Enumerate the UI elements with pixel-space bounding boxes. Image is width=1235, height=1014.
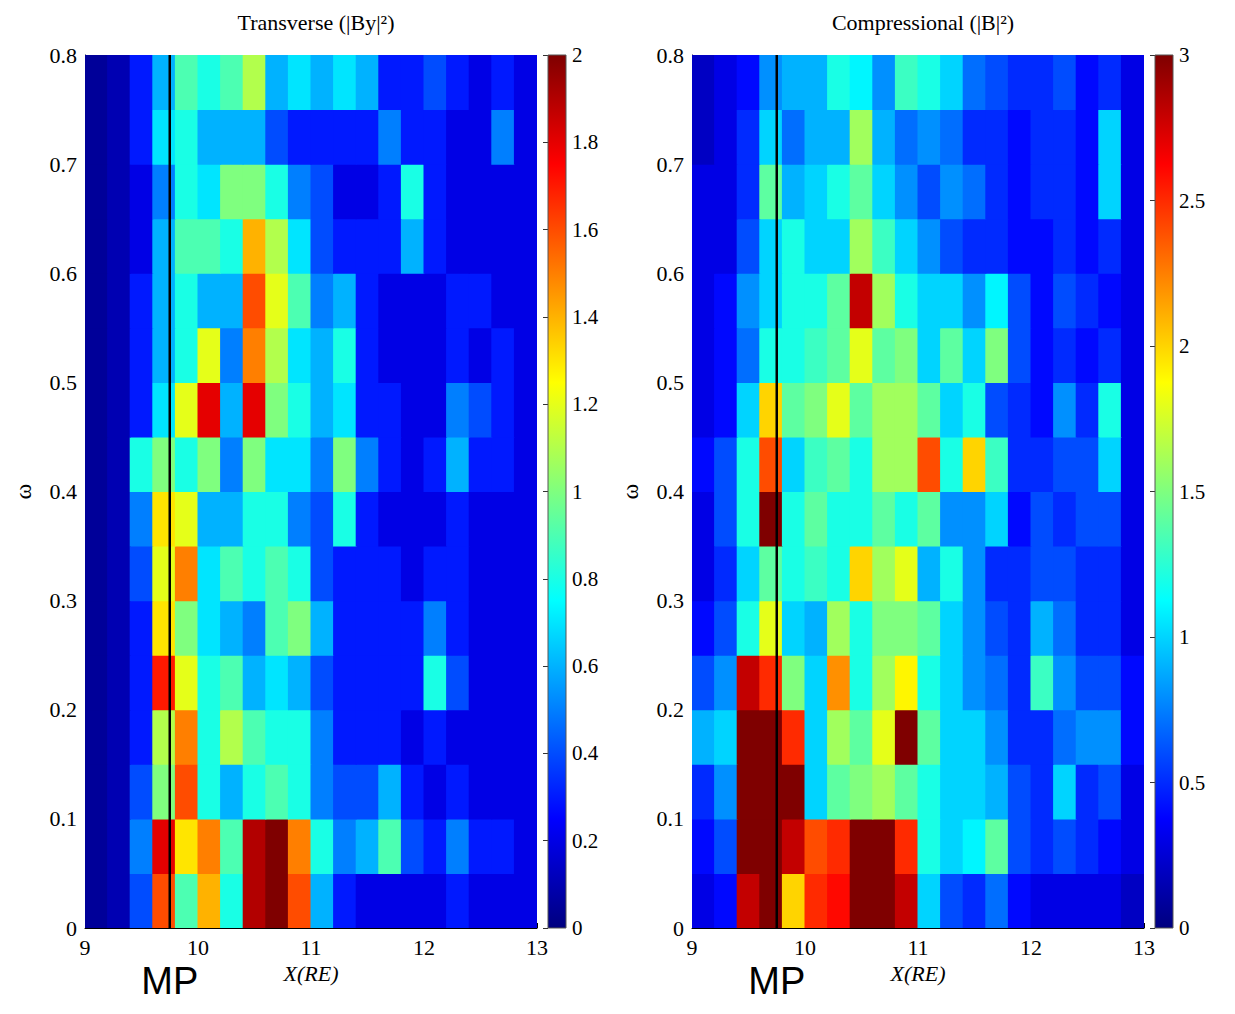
svg-text:0.6: 0.6 [50,261,78,286]
svg-text:0.7: 0.7 [657,152,685,177]
svg-text:ω: ω [10,484,36,500]
svg-text:Transverse (|By|²): Transverse (|By|²) [238,10,395,35]
svg-text:12: 12 [413,935,435,960]
svg-text:11: 11 [907,935,928,960]
svg-text:13: 13 [526,935,548,960]
svg-text:0.3: 0.3 [50,588,78,613]
svg-text:0.1: 0.1 [50,806,78,831]
svg-text:0: 0 [1179,916,1190,940]
svg-text:0.2: 0.2 [572,829,598,853]
svg-text:12: 12 [1020,935,1042,960]
svg-text:10: 10 [794,935,816,960]
svg-text:MP: MP [748,960,805,1002]
svg-text:0.5: 0.5 [657,370,685,395]
svg-text:1.2: 1.2 [572,392,598,416]
svg-text:0.3: 0.3 [657,588,685,613]
svg-text:0: 0 [66,916,77,941]
svg-text:X(RE): X(RE) [283,961,339,986]
svg-text:1: 1 [1179,625,1190,649]
svg-text:9: 9 [687,935,698,960]
svg-text:0.2: 0.2 [50,697,78,722]
svg-text:MP: MP [141,960,198,1002]
svg-text:Compressional (|B|²): Compressional (|B|²) [832,10,1014,35]
svg-text:2.5: 2.5 [1179,189,1205,213]
svg-text:0.5: 0.5 [50,370,78,395]
svg-text:0.5: 0.5 [1179,771,1205,795]
svg-text:10: 10 [187,935,209,960]
svg-text:1.5: 1.5 [1179,480,1205,504]
svg-text:0.7: 0.7 [50,152,78,177]
svg-text:0.4: 0.4 [657,479,685,504]
svg-text:1.4: 1.4 [572,305,599,329]
svg-text:0.8: 0.8 [657,43,685,68]
svg-text:2: 2 [1179,334,1190,358]
svg-text:0: 0 [673,916,684,941]
svg-text:X(RE): X(RE) [890,961,946,986]
svg-text:1.6: 1.6 [572,218,598,242]
svg-text:0.4: 0.4 [572,741,599,765]
svg-text:0.1: 0.1 [657,806,685,831]
svg-text:9: 9 [80,935,91,960]
svg-text:3: 3 [1179,43,1190,67]
svg-text:2: 2 [572,43,583,67]
svg-text:11: 11 [300,935,321,960]
svg-text:0.8: 0.8 [572,567,598,591]
svg-text:0: 0 [572,916,583,940]
svg-text:0.2: 0.2 [657,697,685,722]
svg-text:0.6: 0.6 [572,654,598,678]
svg-text:1.8: 1.8 [572,130,598,154]
svg-text:0.6: 0.6 [657,261,685,286]
svg-text:1: 1 [572,480,583,504]
svg-text:13: 13 [1133,935,1155,960]
svg-text:ω: ω [617,484,643,500]
svg-text:0.4: 0.4 [50,479,78,504]
svg-text:0.8: 0.8 [50,43,78,68]
